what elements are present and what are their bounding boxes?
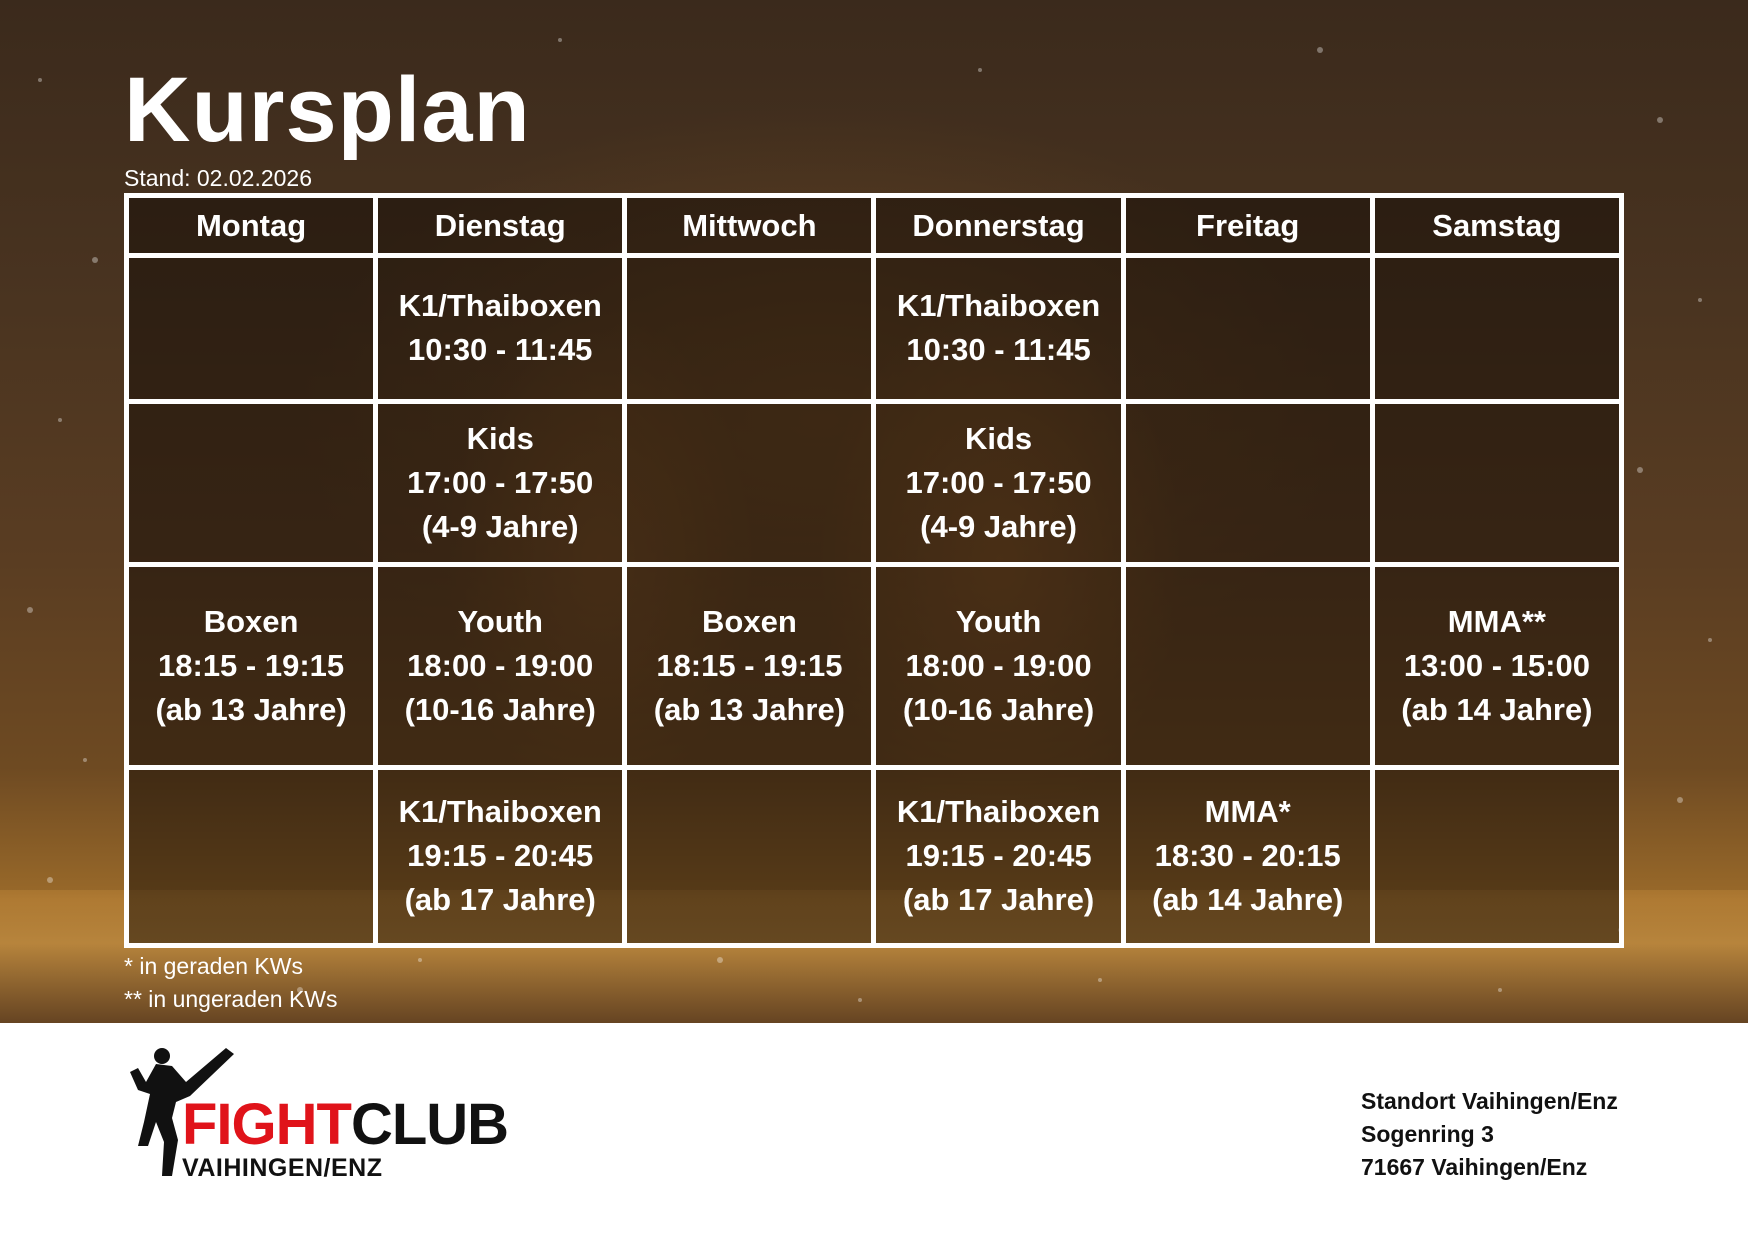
course-time: 10:30 - 11:45 <box>906 332 1091 368</box>
schedule-row: Kids 17:00 - 17:50 (4-9 Jahre) Kids 17:00 -… <box>123 398 1625 567</box>
course-name: K1/Thaiboxen <box>398 794 602 830</box>
course-cell <box>1120 561 1375 770</box>
course-cell: MMA* 18:30 - 20:15 (ab 14 Jahre) <box>1120 764 1375 949</box>
course-age: (ab 17 Jahre) <box>902 882 1095 918</box>
location-address: Standort Vaihingen/Enz Sogenring 3 71667… <box>1361 1085 1618 1184</box>
course-age: (4-9 Jahre) <box>920 508 1077 544</box>
course-time: 18:30 - 20:15 <box>1154 838 1341 874</box>
schedule-row: K1/Thaiboxen 19:15 - 20:45 (ab 17 Jahre) K… <box>123 764 1625 949</box>
course-name: Boxen <box>203 603 299 639</box>
course-cell: Kids 17:00 - 17:50 (4-9 Jahre) <box>871 398 1126 567</box>
footnote-odd-weeks: ** in ungeraden KWs <box>124 986 338 1012</box>
course-cell: K1/Thaiboxen 10:30 - 11:45 <box>871 253 1126 404</box>
course-name: Youth <box>955 603 1042 639</box>
course-time: 10:30 - 11:45 <box>408 332 593 368</box>
course-cell <box>123 398 379 567</box>
course-age: (ab 17 Jahre) <box>404 882 596 918</box>
logo-wordmark: FIGHTCLUB <box>182 1096 509 1154</box>
day-header-freitag: Freitag <box>1120 193 1375 258</box>
course-time: 19:15 - 20:45 <box>407 838 594 874</box>
course-cell: MMA** 13:00 - 15:00 (ab 14 Jahre) <box>1369 561 1625 770</box>
course-name: MMA* <box>1204 794 1291 830</box>
course-cell <box>1369 253 1625 404</box>
course-name: Youth <box>457 603 543 639</box>
course-cell <box>1120 398 1375 567</box>
course-name: K1/Thaiboxen <box>896 794 1101 830</box>
course-cell: K1/Thaiboxen 19:15 - 20:45 (ab 17 Jahre) <box>373 764 628 949</box>
logo-subtitle: VAIHINGEN/ENZ <box>182 1154 383 1182</box>
footnotes: * in geraden KWs ** in ungeraden KWs <box>124 950 338 1016</box>
course-cell <box>1369 398 1625 567</box>
course-cell <box>1120 253 1375 404</box>
day-header-samstag: Samstag <box>1369 193 1625 258</box>
course-cell <box>622 398 877 567</box>
fightclub-logo: FIGHTCLUB VAIHINGEN/ENZ <box>128 1042 509 1182</box>
course-time: 18:15 - 19:15 <box>656 647 843 683</box>
schedule-table: Montag Dienstag Mittwoch Donnerstag Frei… <box>123 193 1625 949</box>
course-cell: Kids 17:00 - 17:50 (4-9 Jahre) <box>373 398 628 567</box>
course-time: 18:15 - 19:15 <box>158 647 345 683</box>
course-time: 13:00 - 15:00 <box>1403 647 1590 683</box>
schedule-row: K1/Thaiboxen 10:30 - 11:45 K1/Thaiboxen 10… <box>123 253 1625 404</box>
page-title: Kursplan <box>124 59 531 161</box>
course-name: K1/Thaiboxen <box>896 288 1101 324</box>
course-age: (ab 13 Jahre) <box>653 691 846 727</box>
day-header-row: Montag Dienstag Mittwoch Donnerstag Frei… <box>123 193 1625 258</box>
course-age: (ab 13 Jahre) <box>155 691 347 727</box>
course-time: 17:00 - 17:50 <box>905 464 1092 500</box>
course-age: (ab 14 Jahre) <box>1152 882 1344 918</box>
stand-date: Stand: 02.02.2026 <box>124 165 312 191</box>
address-line-street: Sogenring 3 <box>1361 1121 1494 1147</box>
course-cell: Boxen 18:15 - 19:15 (ab 13 Jahre) <box>622 561 877 770</box>
course-cell: Youth 18:00 - 19:00 (10-16 Jahre) <box>871 561 1126 770</box>
course-cell: Boxen 18:15 - 19:15 (ab 13 Jahre) <box>123 561 379 770</box>
logo-word-club: CLUB <box>350 1092 509 1157</box>
day-header-dienstag: Dienstag <box>373 193 628 258</box>
course-time: 17:00 - 17:50 <box>407 464 594 500</box>
course-cell: Youth 18:00 - 19:00 (10-16 Jahre) <box>373 561 628 770</box>
kickboxer-silhouette-icon <box>130 1048 234 1176</box>
course-cell <box>123 253 379 404</box>
course-age: (4-9 Jahre) <box>421 508 579 544</box>
schedule-row: Boxen 18:15 - 19:15 (ab 13 Jahre) Youth 18:… <box>123 561 1625 770</box>
course-name: MMA** <box>1447 603 1546 639</box>
course-cell <box>1369 764 1625 949</box>
course-name: Kids <box>964 420 1033 456</box>
course-time: 19:15 - 20:45 <box>905 838 1092 874</box>
course-cell <box>622 253 877 404</box>
course-cell: K1/Thaiboxen 19:15 - 20:45 (ab 17 Jahre) <box>871 764 1126 949</box>
address-line-city: 71667 Vaihingen/Enz <box>1361 1154 1588 1180</box>
course-name: K1/Thaiboxen <box>398 288 602 324</box>
logo-word-fight: FIGHT <box>182 1092 352 1157</box>
course-time: 18:00 - 19:00 <box>407 647 594 683</box>
course-age: (10-16 Jahre) <box>902 691 1095 727</box>
day-header-donnerstag: Donnerstag <box>871 193 1126 258</box>
day-header-mittwoch: Mittwoch <box>622 193 877 258</box>
course-cell: K1/Thaiboxen 10:30 - 11:45 <box>373 253 628 404</box>
course-cell <box>622 764 877 949</box>
course-name: Kids <box>466 420 534 456</box>
course-age: (10-16 Jahre) <box>404 691 596 727</box>
address-line-location: Standort Vaihingen/Enz <box>1361 1088 1618 1114</box>
course-name: Boxen <box>702 603 797 639</box>
course-time: 18:00 - 19:00 <box>905 647 1092 683</box>
footnote-even-weeks: * in geraden KWs <box>124 953 303 979</box>
course-cell <box>123 764 379 949</box>
day-header-montag: Montag <box>123 193 379 258</box>
course-age: (ab 14 Jahre) <box>1401 691 1593 727</box>
